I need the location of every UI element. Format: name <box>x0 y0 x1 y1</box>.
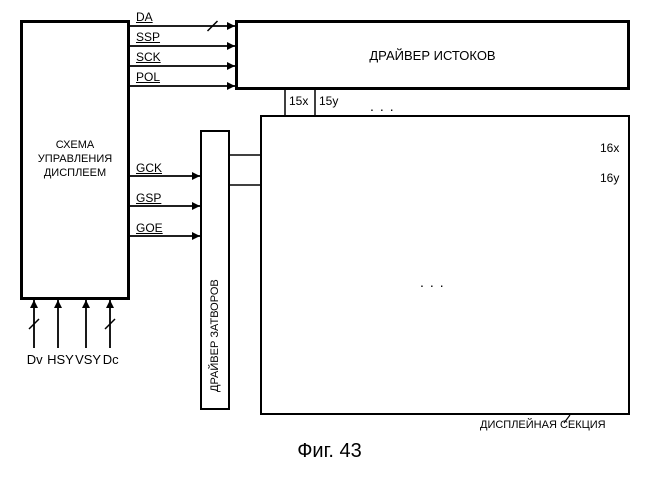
input-hsy-label: HSY <box>47 352 74 367</box>
source-driver-block: ДРАЙВЕР ИСТОКОВ <box>235 20 630 90</box>
control-block-label: СХЕМАУПРАВЛЕНИЯДИСПЛЕЕМ <box>23 23 127 297</box>
signal-sck-label: SCK <box>136 50 161 64</box>
signal-gck-label: GCK <box>136 161 162 175</box>
row-label-16y: 16y <box>600 171 619 185</box>
gate-driver-label: ДРАЙВЕР ЗАТВОРОВ <box>209 279 221 392</box>
display-section-caption: ДИСПЛЕЙНАЯ СЕКЦИЯ <box>480 419 606 431</box>
input-dc-label: Dc <box>103 352 119 367</box>
signal-gsp-label: GSP <box>136 191 161 205</box>
signal-ssp-label: SSP <box>136 30 160 44</box>
col-label-15x: 15x <box>289 94 308 108</box>
row-label-16x: 16x <box>600 141 619 155</box>
diagram-stage: СХЕМАУПРАВЛЕНИЯДИСПЛЕЕМ ДРАЙВЕР ИСТОКОВ … <box>0 0 659 500</box>
input-vsy-label: VSY <box>75 352 101 367</box>
ellipsis-mid: ... <box>420 274 450 290</box>
source-driver-label: ДРАЙВЕР ИСТОКОВ <box>238 23 627 87</box>
figure-caption: Фиг. 43 <box>0 440 659 463</box>
signal-pol-label: POL <box>136 70 160 84</box>
display-section-block <box>260 115 630 415</box>
col-label-15y: 15y <box>319 94 338 108</box>
signal-goe-label: GOE <box>136 221 163 235</box>
control-block: СХЕМАУПРАВЛЕНИЯДИСПЛЕЕМ <box>20 20 130 300</box>
input-dv-label: Dv <box>27 352 43 367</box>
signal-da-label: DA <box>136 10 153 24</box>
ellipsis-top: ... <box>370 98 400 114</box>
